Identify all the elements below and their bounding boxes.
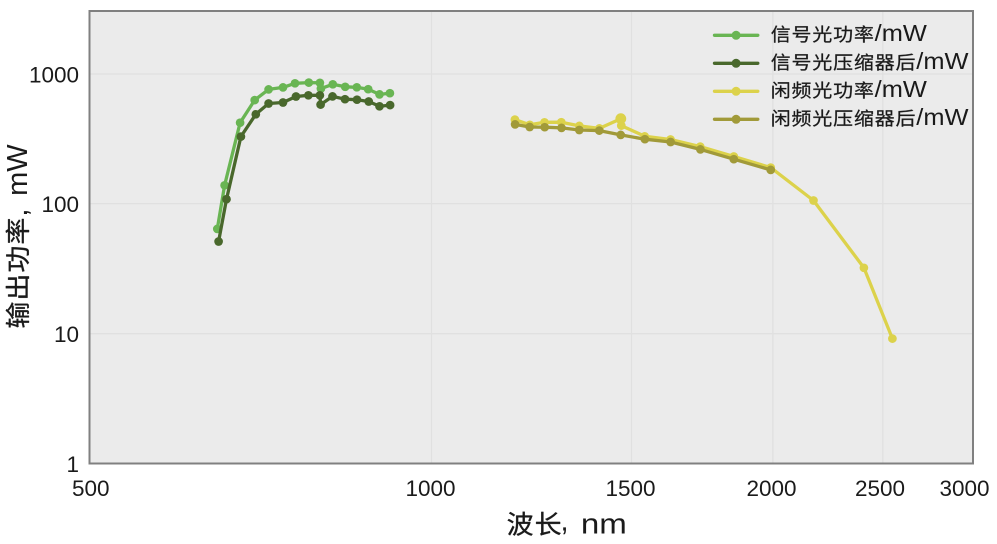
svg-text:3000: 3000 bbox=[939, 476, 989, 501]
svg-text:1000: 1000 bbox=[29, 63, 79, 88]
svg-text:/mW: /mW bbox=[875, 76, 928, 102]
svg-text:1: 1 bbox=[66, 452, 79, 477]
svg-text:mW: mW bbox=[2, 144, 34, 196]
svg-text:1500: 1500 bbox=[605, 476, 655, 501]
svg-text:/mW: /mW bbox=[916, 104, 969, 130]
svg-text:2500: 2500 bbox=[855, 476, 905, 501]
svg-text:nm: nm bbox=[581, 509, 627, 541]
svg-text:100: 100 bbox=[41, 192, 79, 217]
svg-text:/mW: /mW bbox=[916, 48, 969, 74]
svg-text:1000: 1000 bbox=[405, 476, 455, 501]
svg-text:,: , bbox=[2, 209, 34, 217]
svg-text:10: 10 bbox=[54, 322, 79, 347]
svg-text:2000: 2000 bbox=[746, 476, 796, 501]
svg-text:/mW: /mW bbox=[875, 20, 928, 46]
svg-text:,: , bbox=[561, 506, 569, 538]
svg-text:500: 500 bbox=[72, 476, 110, 501]
